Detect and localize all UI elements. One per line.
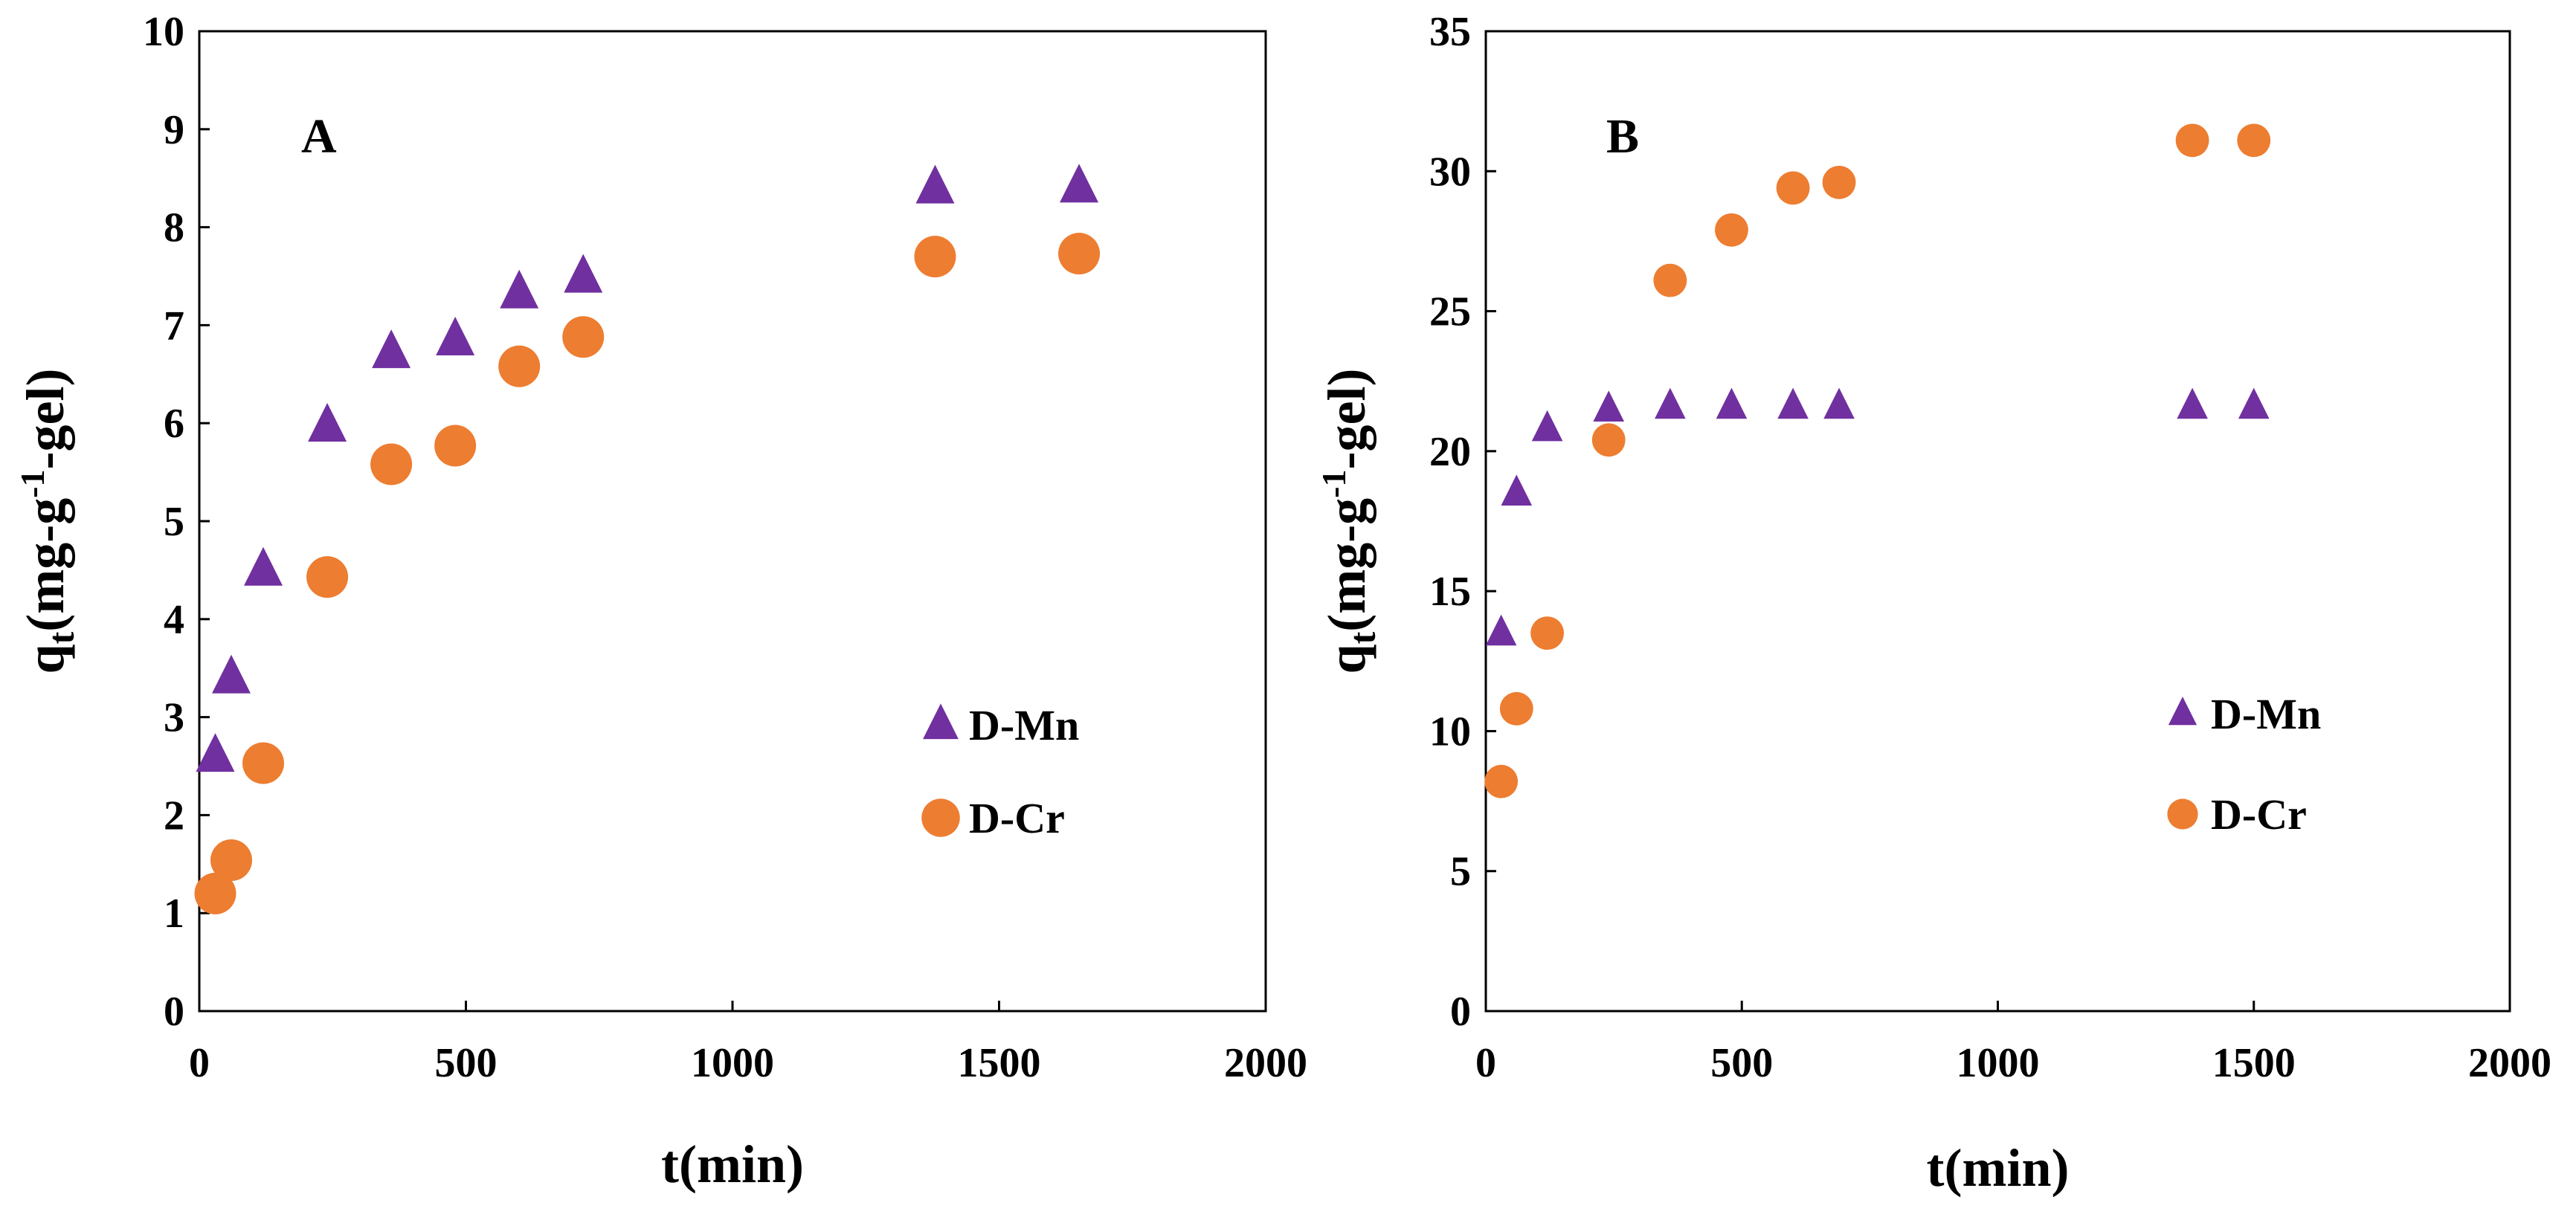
y-tick-label: 5: [1450, 849, 1471, 895]
y-tick-label: 7: [164, 303, 184, 349]
x-tick-label: 2000: [2468, 1040, 2551, 1086]
legend-label-d-mn: D-Mn: [969, 701, 1079, 749]
data-point-d-mn: [1501, 474, 1533, 506]
data-point-d-cr: [306, 556, 349, 598]
data-point-d-mn: [915, 164, 955, 204]
data-point-d-cr: [1776, 171, 1810, 205]
y-tick-label: 5: [164, 499, 184, 545]
y-axis-title: qt(mg-g-1-gel): [13, 369, 82, 674]
data-point-d-cr: [2175, 123, 2209, 158]
legend-marker-d-mn: [923, 703, 959, 740]
y-tick-label: 9: [164, 107, 184, 153]
x-tick-label: 1000: [1957, 1040, 2040, 1086]
y-tick-label: 4: [164, 597, 184, 643]
x-tick-label: 1000: [691, 1040, 774, 1086]
y-tick-label: 0: [164, 989, 184, 1035]
data-point-d-cr: [1058, 233, 1101, 275]
data-point-d-mn: [1485, 614, 1517, 646]
data-point-d-mn: [436, 316, 475, 355]
data-point-d-cr: [498, 345, 541, 387]
data-point-d-cr: [210, 839, 253, 882]
legend-label-d-cr: D-Cr: [969, 794, 1065, 842]
x-tick-label: 500: [435, 1040, 498, 1086]
data-point-d-cr: [914, 236, 956, 278]
data-point-d-cr: [1822, 165, 1856, 199]
data-point-d-mn: [1716, 387, 1748, 419]
data-point-d-cr: [1484, 764, 1519, 798]
x-axis-title: t(min): [661, 1135, 804, 1194]
data-point-d-cr: [434, 425, 477, 467]
y-tick-label: 8: [164, 205, 184, 251]
data-point-d-cr: [1530, 616, 1565, 651]
y-tick-label: 6: [164, 401, 184, 447]
legend-marker-d-cr: [921, 798, 960, 837]
data-point-d-mn: [1777, 387, 1809, 419]
data-point-d-mn: [196, 733, 235, 772]
y-tick-label: 10: [1429, 709, 1471, 755]
x-axis-title: t(min): [1927, 1138, 2070, 1198]
x-tick-label: 500: [1710, 1040, 1773, 1086]
y-axis-title: qt(mg-g-1-gel): [1315, 369, 1383, 674]
legend-label-d-cr: D-Cr: [2211, 790, 2307, 839]
data-point-d-cr: [1591, 423, 1626, 457]
x-tick-label: 0: [1475, 1040, 1496, 1086]
x-tick-label: 2000: [1224, 1040, 1307, 1086]
y-tick-label: 15: [1429, 569, 1471, 615]
data-point-d-mn: [1060, 164, 1099, 203]
data-point-d-cr: [2237, 123, 2271, 158]
data-point-d-mn: [1593, 390, 1625, 422]
y-tick-label: 10: [143, 9, 184, 55]
y-tick-label: 2: [164, 793, 184, 839]
data-point-d-mn: [372, 329, 411, 369]
data-point-d-mn: [2238, 387, 2270, 419]
y-tick-label: 30: [1429, 149, 1471, 195]
data-point-d-cr: [194, 872, 236, 914]
y-tick-label: 3: [164, 695, 184, 741]
plot-frame: [198, 30, 1267, 1013]
plot-frame: [1484, 30, 2511, 1013]
data-point-d-cr: [1715, 213, 1748, 247]
data-point-d-mn: [564, 254, 603, 293]
y-tick-label: 1: [164, 891, 184, 937]
y-tick-label: 0: [1450, 989, 1471, 1035]
data-point-d-mn: [500, 269, 539, 309]
data-point-d-cr: [1653, 263, 1687, 297]
data-point-d-mn: [1531, 410, 1563, 442]
chart-panel-b: 0 5 10 15 20 25 30 35 0 500 1000 1500 2000 t(min) qt(m…: [1315, 9, 2551, 1198]
data-point-d-cr: [1499, 691, 1533, 726]
x-tick-label: 1500: [958, 1040, 1041, 1086]
y-tick-label: 20: [1429, 429, 1471, 475]
data-point-d-mn: [1655, 387, 1686, 419]
legend-marker-d-cr: [2167, 798, 2198, 830]
x-tick-label: 1500: [2212, 1040, 2296, 1086]
data-point-d-cr: [370, 443, 413, 485]
data-point-d-mn: [244, 546, 283, 586]
data-point-d-mn: [212, 654, 251, 694]
data-point-d-mn: [308, 402, 347, 442]
chart-panel-a: 0 1 2 3 4 5 6 7 8 9 10 0 500 1000 1500 2000 t(min) qt(mg-…: [13, 9, 1307, 1194]
legend-marker-d-mn: [2168, 697, 2197, 726]
panel-label: B: [1606, 109, 1639, 164]
y-tick-label: 25: [1429, 289, 1471, 335]
panel-label: A: [301, 109, 337, 164]
legend-label-d-mn: D-Mn: [2211, 690, 2321, 738]
data-point-d-cr: [242, 742, 285, 784]
x-tick-label: 0: [189, 1040, 210, 1086]
data-point-d-mn: [1823, 387, 1855, 419]
data-point-d-mn: [2177, 387, 2208, 419]
y-tick-label: 35: [1429, 9, 1471, 55]
data-point-d-cr: [562, 316, 605, 358]
